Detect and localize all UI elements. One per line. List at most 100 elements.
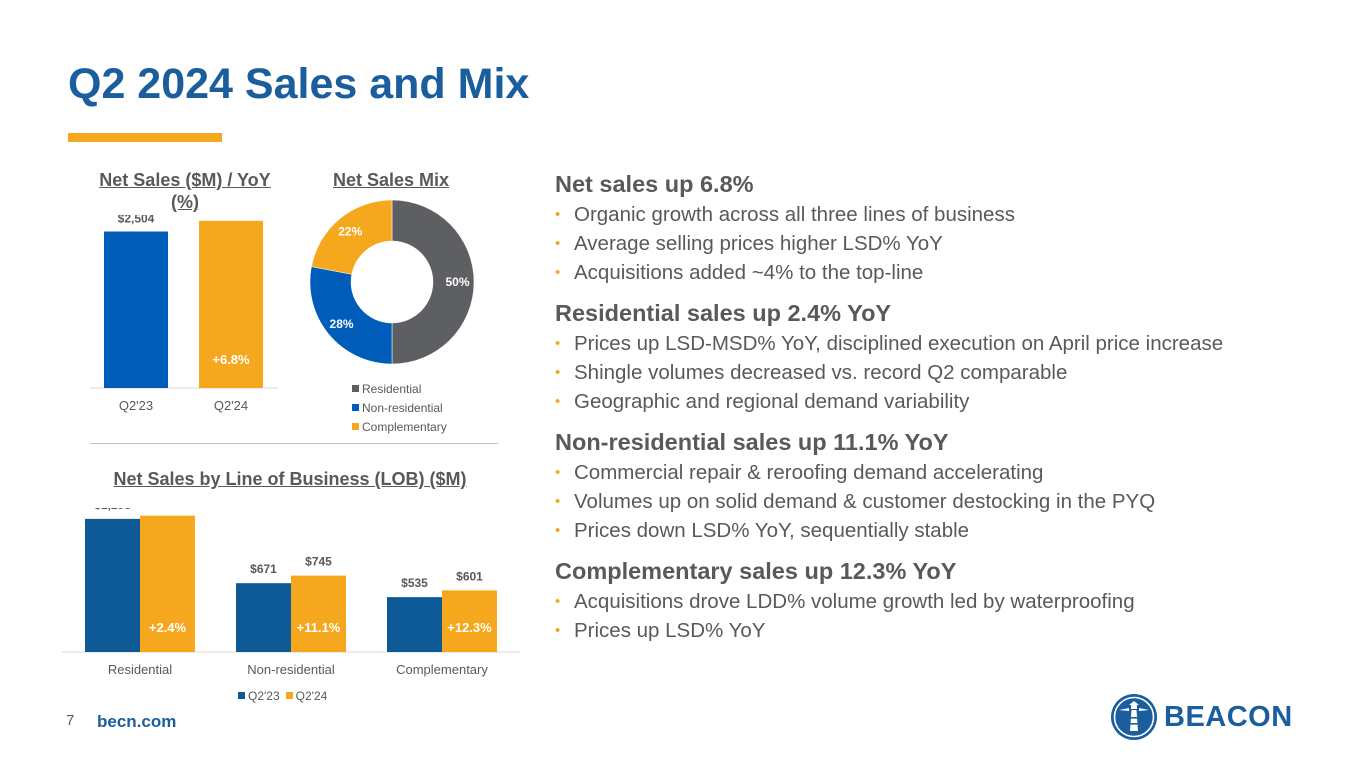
beacon-logo-text: BEACON xyxy=(1164,700,1293,733)
data-label-complementary-q2-23: $535 xyxy=(401,576,428,590)
website-link[interactable]: becn.com xyxy=(97,712,177,731)
bar-non-residential-q2-23 xyxy=(236,583,291,652)
bar-residential-q2-23 xyxy=(85,518,140,652)
bullet-item: • Average selling prices higher LSD% YoY xyxy=(555,229,1335,258)
bullet-text: Prices down LSD% YoY, sequentially stabl… xyxy=(574,519,970,542)
legend-item-complementary: Complementary xyxy=(352,417,447,436)
legend-label-non-residential: Non-residential xyxy=(362,400,443,415)
beacon-lighthouse-icon xyxy=(1111,694,1157,740)
data-label-non-residential-q2-23: $671 xyxy=(250,562,277,576)
legend-swatch-q2-24 xyxy=(285,692,293,699)
yoy-annotation-complementary: +12.3% xyxy=(447,620,492,635)
legend-label-q2-24: Q2'24 xyxy=(295,688,328,703)
bullet-text: Prices up LSD-MSD% YoY, disciplined exec… xyxy=(574,332,1224,355)
title-underline-accent xyxy=(68,133,222,142)
lob-bar-chart: $1,298 $1,329 +2.4% Residential $671 $745 +11.… xyxy=(62,508,520,677)
section-heading: Complementary sales up 12.3% YoY xyxy=(555,558,957,584)
section-heading: Net sales up 6.8% xyxy=(555,171,754,197)
section-net-sales: Net sales up 6.8% • Organic growth across… xyxy=(555,168,1335,287)
section-residential: Residential sales up 2.4% YoY • Prices up… xyxy=(555,297,1335,416)
tick-label-q2-24: Q2'24 xyxy=(214,398,248,413)
slice-label-complementary: 22% xyxy=(338,225,362,239)
legend-item-q2-23: Q2'23 xyxy=(238,686,280,705)
yoy-annotation-q2-24: +6.8% xyxy=(212,352,250,367)
bullet-text: Volumes up on solid demand & customer de… xyxy=(574,490,1156,513)
legend-item-residential: Residential xyxy=(352,379,447,398)
bullet-item: • Shingle volumes decreased vs. record Q2… xyxy=(555,358,1335,387)
tick-label-non-residential: Non-residential xyxy=(247,662,335,677)
bullet-dot-icon: • xyxy=(555,493,561,510)
legend-item-non-residential: Non-residential xyxy=(352,398,447,417)
bullet-item: • Prices up LSD% YoY xyxy=(555,616,1335,645)
page-number: 7 xyxy=(66,712,75,729)
bullet-dot-icon: • xyxy=(555,264,561,281)
bullet-text: Acquisitions drove LDD% volume growth le… xyxy=(574,590,1135,613)
legend-label-residential: Residential xyxy=(362,381,422,396)
data-label-residential-q2-24: $1,329 xyxy=(149,508,186,509)
section-heading: Residential sales up 2.4% YoY xyxy=(555,300,892,326)
lob-legend: Q2'23 Q2'24 xyxy=(238,686,327,705)
bullet-dot-icon: • xyxy=(555,235,561,252)
slice-non-residential xyxy=(309,266,393,365)
bullet-dot-icon: • xyxy=(555,364,561,381)
yoy-annotation-non-residential: +11.1% xyxy=(297,620,341,635)
yoy-annotation-residential: +2.4% xyxy=(149,620,187,635)
chart-divider xyxy=(90,443,498,444)
bullet-item: • Acquisitions added ~4% to the top-line xyxy=(555,258,1335,287)
bar-q2-23 xyxy=(104,231,168,388)
slice-label-residential: 50% xyxy=(445,275,469,289)
net-sales-mix-title: Net Sales Mix xyxy=(332,170,450,190)
bullet-text: Prices up LSD% YoY xyxy=(574,619,766,642)
slice-residential xyxy=(391,199,475,365)
bullet-item: • Commercial repair & reroofing demand ac… xyxy=(555,458,1335,487)
bullet-dot-icon: • xyxy=(555,464,561,481)
section-complementary: Complementary sales up 12.3% YoY • Acquis… xyxy=(555,555,1335,645)
bullet-item: • Prices down LSD% YoY, sequentially stab… xyxy=(555,516,1335,545)
bullet-item: • Acquisitions drove LDD% volume growth l… xyxy=(555,587,1335,616)
bullet-dot-icon: • xyxy=(555,622,561,639)
bullet-item: • Organic growth across all three lines o… xyxy=(555,200,1335,229)
tick-label-q2-23: Q2'23 xyxy=(119,398,153,413)
bullet-text: Organic growth across all three lines of… xyxy=(574,203,1015,226)
bullet-text: Shingle volumes decreased vs. record Q2 … xyxy=(574,361,1068,384)
bullet-item: • Geographic and regional demand variabil… xyxy=(555,387,1335,416)
data-label-residential-q2-23: $1,298 xyxy=(94,508,131,512)
legend-swatch-non-residential xyxy=(352,404,359,411)
bullet-item: • Prices up LSD-MSD% YoY, disciplined exe… xyxy=(555,329,1335,358)
beacon-logo: BEACON xyxy=(1110,693,1293,741)
bullet-dot-icon: • xyxy=(555,335,561,352)
lob-chart-title: Net Sales by Line of Business (LOB) ($M) xyxy=(113,469,467,489)
bar-q2-24 xyxy=(199,220,263,388)
bullet-dot-icon: • xyxy=(555,522,561,539)
page-title: Q2 2024 Sales and Mix xyxy=(68,60,530,108)
bar-complementary-q2-23 xyxy=(387,597,442,652)
net-sales-mix-legend: Residential Non-residential Complementar… xyxy=(352,379,447,436)
bullet-dot-icon: • xyxy=(555,593,561,610)
data-label-q2-23: $2,504 xyxy=(118,215,155,226)
commentary-panel: Net sales up 6.8% • Organic growth across… xyxy=(555,168,1335,655)
net-sales-mix-donut-chart: 50% 28% 22% xyxy=(309,199,475,365)
bullet-text: Acquisitions added ~4% to the top-line xyxy=(574,261,924,284)
data-label-complementary-q2-24: $601 xyxy=(456,569,483,583)
bar-complementary-q2-24 xyxy=(442,590,497,652)
bullet-text: Average selling prices higher LSD% YoY xyxy=(574,232,943,255)
legend-swatch-complementary xyxy=(352,423,359,430)
legend-swatch-q2-23 xyxy=(238,692,245,699)
slice-label-non-residential: 28% xyxy=(330,317,354,331)
legend-swatch-residential xyxy=(352,385,359,392)
bar-residential-q2-24 xyxy=(140,515,195,652)
bullet-dot-icon: • xyxy=(555,206,561,223)
legend-label-q2-23: Q2'23 xyxy=(248,688,280,703)
tick-label-complementary: Complementary xyxy=(396,662,488,677)
bullet-text: Geographic and regional demand variabili… xyxy=(574,390,970,413)
legend-label-complementary: Complementary xyxy=(362,419,447,434)
bullet-dot-icon: • xyxy=(555,393,561,410)
section-heading: Non-residential sales up 11.1% YoY xyxy=(555,429,949,455)
legend-item-q2-24: Q2'24 xyxy=(285,686,328,705)
bar-non-residential-q2-24 xyxy=(291,575,346,652)
bullet-item: • Volumes up on solid demand & customer d… xyxy=(555,487,1335,516)
tick-label-residential: Residential xyxy=(108,662,172,677)
net-sales-chart-title: Net Sales ($M) / YoY (%) xyxy=(99,170,271,212)
bullet-text: Commercial repair & reroofing demand acc… xyxy=(574,461,1044,484)
